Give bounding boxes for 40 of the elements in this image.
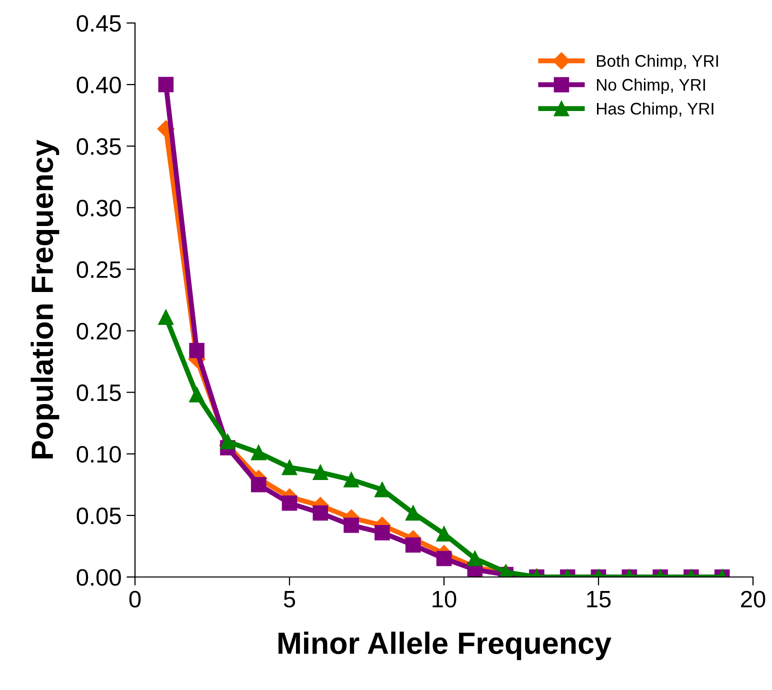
- point: [405, 537, 421, 553]
- point: [374, 525, 390, 540]
- legend-label: No Chimp, YRI: [597, 78, 705, 94]
- point: [312, 464, 328, 480]
- x-tick-label: 5: [284, 591, 296, 608]
- y-tick-label: 0.35: [76, 138, 121, 155]
- point: [220, 434, 236, 450]
- x-tick-label: 0: [129, 590, 141, 608]
- point: [282, 495, 298, 511]
- point: [158, 76, 174, 92]
- point: [344, 472, 359, 488]
- point: [250, 477, 266, 492]
- y-tick-label: 0.05: [76, 508, 121, 524]
- y-tick-label: 0.00: [76, 569, 121, 586]
- x-tick-label: 20: [741, 590, 766, 608]
- point: [344, 518, 359, 533]
- point: [282, 460, 298, 476]
- legend-label: Has Chimp, YRI: [597, 102, 714, 118]
- point: [374, 482, 390, 498]
- point: [436, 526, 452, 542]
- y-tick-label: 0.15: [76, 384, 121, 402]
- y-axis-title: Population Frequency: [30, 140, 60, 458]
- y-tick-label: 0.30: [76, 200, 121, 216]
- point: [189, 342, 204, 358]
- x-axis-title: Minor Allele Frequency: [278, 632, 612, 660]
- point: [436, 550, 452, 566]
- point: [312, 505, 328, 521]
- y-tick-label: 0.20: [76, 322, 121, 340]
- point: [467, 550, 483, 566]
- x-tick-label: 15: [587, 591, 611, 608]
- y-tick-label: 0.10: [76, 446, 121, 463]
- point: [250, 445, 266, 460]
- point: [189, 387, 204, 402]
- y-tick-label: 0.25: [76, 261, 121, 278]
- y-tick-label: 0.40: [76, 76, 121, 94]
- legend-label: Both Chimp, YRI: [597, 54, 718, 70]
- y-tick-label: 0.45: [76, 15, 121, 32]
- x-tick-label: 10: [432, 590, 456, 608]
- point: [158, 310, 174, 325]
- point: [405, 505, 421, 521]
